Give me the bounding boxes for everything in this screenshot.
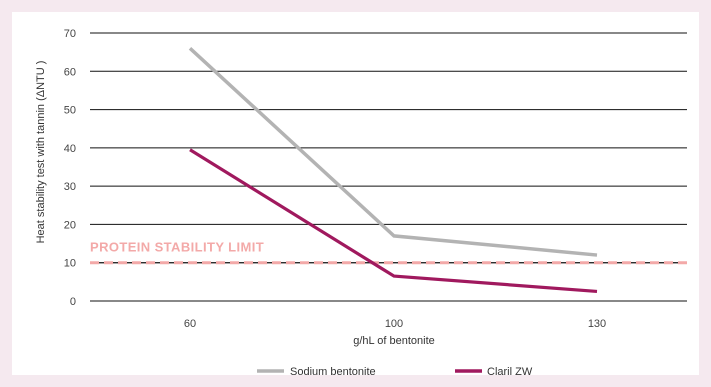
chart-panel	[12, 12, 699, 375]
reference-line-group: PROTEIN STABILITY LIMIT	[90, 240, 687, 265]
y-tick-label: 60	[64, 66, 76, 78]
x-tick-label: 130	[588, 318, 606, 330]
y-tick-label: 40	[64, 143, 76, 155]
y-tick-label: 70	[64, 28, 76, 40]
protein-stability-limit-label: PROTEIN STABILITY LIMIT	[90, 240, 264, 255]
y-axis-title: Heat stability test with tannin (ΔNTU )	[35, 61, 47, 244]
legend-label: Sodium bentonite	[290, 366, 376, 378]
legend: Sodium bentonite Claril ZW	[257, 366, 533, 378]
y-axis-ticks: 0 10 20 30 40 50 60 70	[64, 28, 76, 308]
series-line-1	[189, 148, 598, 294]
y-tick-label: 10	[64, 258, 76, 270]
y-tick-label: 30	[64, 181, 76, 193]
y-tick-label: 50	[64, 105, 76, 117]
grid-lines	[90, 32, 687, 302]
x-tick-label: 60	[184, 318, 196, 330]
x-axis-ticks: 60 100 130	[184, 318, 606, 330]
y-tick-label: 20	[64, 219, 76, 231]
x-tick-label: 100	[385, 318, 403, 330]
series-lines	[188, 47, 598, 294]
x-axis-title: g/hL of bentonite	[353, 335, 435, 347]
y-tick-label: 0	[70, 296, 76, 308]
legend-label: Claril ZW	[487, 366, 533, 378]
